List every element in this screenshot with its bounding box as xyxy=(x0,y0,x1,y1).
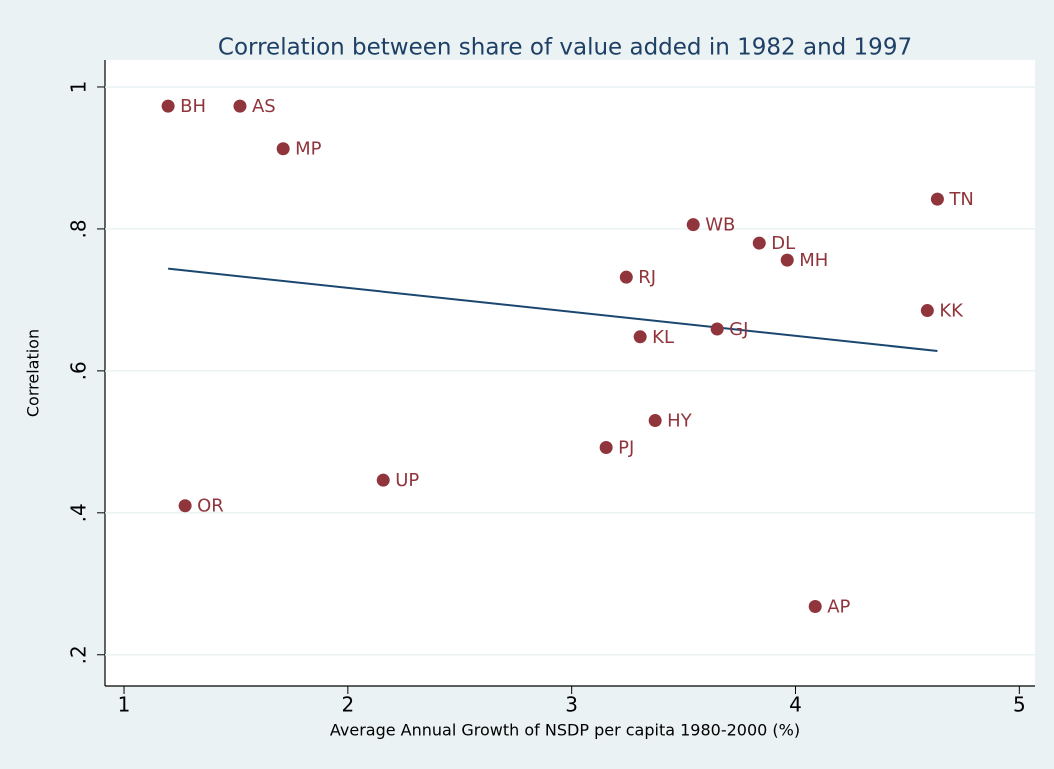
point xyxy=(808,600,822,614)
x-tick-label: 1 xyxy=(118,693,131,717)
point-label: OR xyxy=(197,496,224,517)
x-tick-label: 3 xyxy=(565,693,578,717)
point xyxy=(920,304,934,318)
y-tick-label: 1 xyxy=(67,81,91,94)
x-tick-label: 4 xyxy=(789,693,802,717)
point-label: AS xyxy=(252,96,276,117)
y-tick-label: .8 xyxy=(67,219,91,238)
point-label: HY xyxy=(667,411,693,432)
point xyxy=(376,473,390,487)
point xyxy=(780,253,794,267)
point-label: GJ xyxy=(729,319,748,340)
y-tick-label: .2 xyxy=(67,645,91,664)
point-label: BH xyxy=(180,96,206,117)
y-axis-label: Correlation xyxy=(24,329,43,417)
point-label: KL xyxy=(652,327,674,348)
point-label: AP xyxy=(827,597,850,618)
x-axis-label: Average Annual Growth of NSDP per capita… xyxy=(330,721,800,740)
point xyxy=(648,414,662,428)
point-label: KK xyxy=(939,301,964,322)
point xyxy=(619,270,633,284)
point-label: MH xyxy=(799,250,828,271)
y-tick-label: .6 xyxy=(67,361,91,380)
plot-area xyxy=(105,60,1035,686)
chart-title: Correlation between share of value added… xyxy=(218,35,912,61)
point xyxy=(930,192,944,206)
point xyxy=(710,322,724,336)
point xyxy=(161,99,175,113)
point xyxy=(178,499,192,513)
point-label: WB xyxy=(705,215,735,236)
x-tick-label: 2 xyxy=(341,693,354,717)
point xyxy=(752,236,766,250)
point xyxy=(599,441,613,455)
fit-line xyxy=(168,267,938,352)
point xyxy=(233,99,247,113)
point-label: TN xyxy=(948,189,973,210)
point xyxy=(276,142,290,156)
point-label: PJ xyxy=(618,438,634,459)
point-label: UP xyxy=(395,470,419,491)
y-tick-label: .4 xyxy=(67,503,91,522)
point xyxy=(686,218,700,232)
point-label: DL xyxy=(771,233,795,254)
point-label: RJ xyxy=(638,267,656,288)
point-label: MP xyxy=(295,139,322,160)
x-tick-label: 5 xyxy=(1013,693,1026,717)
point xyxy=(633,330,647,344)
